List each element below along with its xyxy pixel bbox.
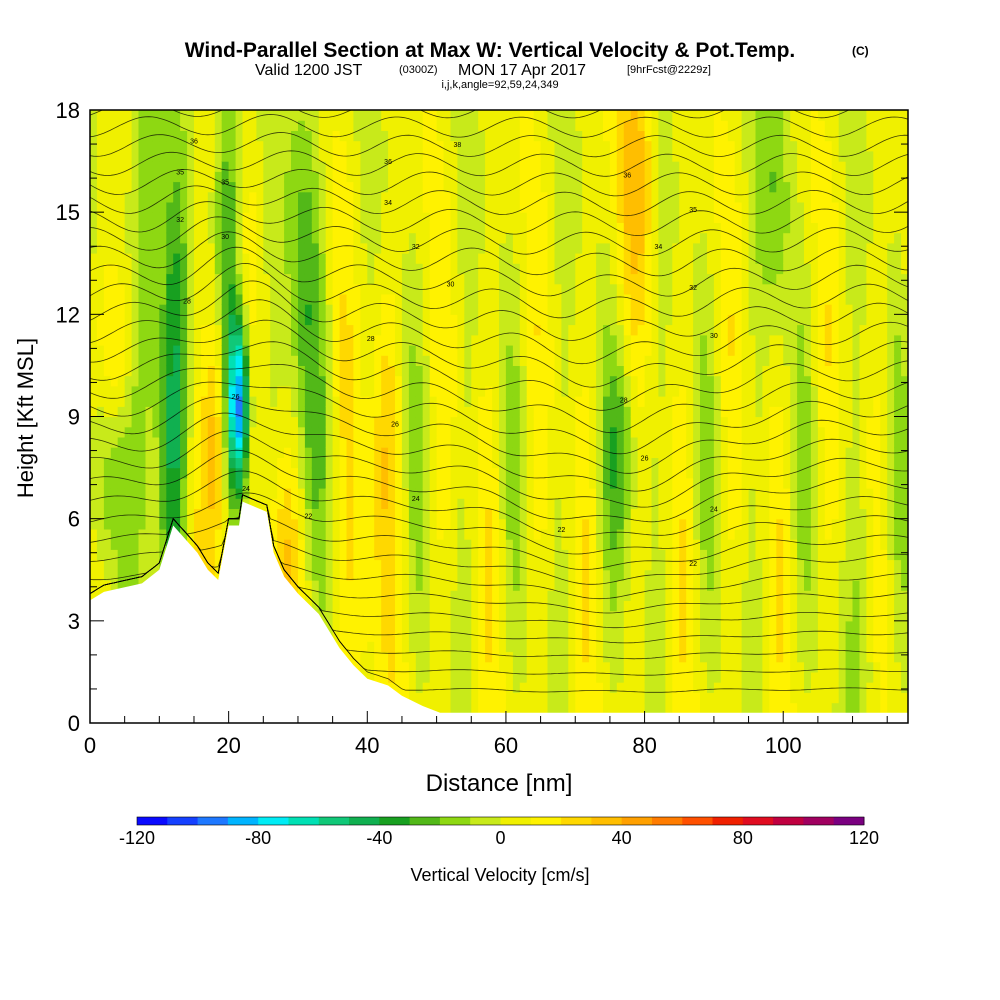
chart-title: Wind-Parallel Section at Max W: Vertical… — [185, 39, 796, 62]
subtitle-valid: Valid 1200 JST — [255, 62, 363, 79]
colorbar: -120 -80 -40 0 40 80 120 — [119, 816, 879, 848]
contour-label: 34 — [655, 244, 663, 251]
contour-label: 24 — [710, 506, 718, 513]
contour-label: 24 — [242, 486, 250, 493]
contour-label: 36 — [190, 139, 198, 146]
colorbar-tick-label: 120 — [849, 828, 879, 848]
contour-label: 26 — [641, 455, 649, 462]
colorbar-swatch — [409, 817, 441, 825]
colorbar-swatch — [197, 817, 229, 825]
contour-label: 28 — [620, 397, 628, 404]
x-tick-label: 60 — [494, 733, 518, 758]
colorbar-tick-label: -120 — [119, 828, 155, 848]
x-tick-label: 100 — [765, 733, 802, 758]
x-axis-label: Distance [nm] — [426, 770, 573, 797]
contour-label: 30 — [710, 333, 718, 340]
colorbar-tick-label: -80 — [245, 828, 271, 848]
contour-label: 30 — [221, 234, 229, 241]
y-tick-label: 3 — [68, 609, 80, 634]
contour-labels: 36 35 35 32 30 28 26 24 22 28 26 24 36 34 32 30 38 36 35 34… — [176, 139, 718, 568]
colorbar-swatch — [652, 817, 683, 825]
subtitle-indices: i,j,k,angle=92,59,24,349 — [441, 79, 558, 91]
subtitle-utc: (0300Z) — [399, 64, 438, 76]
colorbar-label: Vertical Velocity [cm/s] — [410, 865, 589, 885]
contour-label: 35 — [176, 169, 184, 176]
colorbar-swatch — [712, 817, 744, 825]
terrain-mask — [90, 501, 908, 723]
colorbar-swatch — [742, 817, 774, 825]
colorbar-swatch — [379, 817, 411, 825]
contour-label: 26 — [391, 421, 399, 428]
contour-label: 28 — [183, 299, 191, 306]
contour-label: 36 — [623, 173, 631, 180]
y-tick-label: 15 — [56, 200, 80, 225]
colorbar-swatch — [621, 817, 653, 825]
contour-label: 32 — [689, 285, 697, 292]
contour-label: 35 — [689, 207, 697, 214]
y-axis-label: Height [Kft MSL] — [13, 338, 38, 498]
colorbar-swatch — [167, 817, 199, 825]
colorbar-tick-label: -40 — [366, 828, 392, 848]
colorbar-swatch — [803, 817, 835, 825]
colorbar-swatch — [258, 817, 289, 825]
y-tick-label: 0 — [68, 711, 80, 736]
contour-label: 22 — [689, 561, 697, 568]
contour-label: 38 — [454, 142, 462, 149]
colorbar-swatch — [500, 817, 532, 825]
y-tick-label: 18 — [56, 98, 80, 123]
y-tick-label: 12 — [56, 302, 80, 327]
colorbar-swatch — [561, 817, 592, 825]
x-tick-label: 40 — [355, 733, 379, 758]
contour-label: 24 — [412, 496, 420, 503]
y-tick-label: 9 — [68, 405, 80, 430]
contour-label: 26 — [232, 394, 240, 401]
colorbar-tick-label: 40 — [612, 828, 632, 848]
chart-title-mark: (C) — [852, 44, 869, 58]
contour-label: 35 — [221, 180, 229, 187]
x-tick-label: 20 — [216, 733, 240, 758]
colorbar-swatch — [439, 817, 471, 825]
contour-label: 34 — [384, 200, 392, 207]
contour-label: 30 — [447, 282, 455, 289]
colorbar-swatch — [682, 817, 714, 825]
colorbar-swatch — [773, 817, 804, 825]
colorbar-swatch — [833, 817, 865, 825]
colorbar-tick-label: 0 — [495, 828, 505, 848]
contour-label: 22 — [304, 513, 312, 520]
colorbar-swatch — [227, 817, 259, 825]
x-tick-label: 0 — [84, 733, 96, 758]
contour-label: 32 — [412, 244, 420, 251]
contour-label: 22 — [557, 527, 565, 534]
subtitle-forecast: [9hrFcst@2229z] — [627, 64, 711, 76]
colorbar-swatch — [137, 817, 168, 825]
y-tick-label: 6 — [68, 507, 80, 532]
subtitle-date: MON 17 Apr 2017 — [458, 62, 586, 79]
x-tick-label: 80 — [632, 733, 656, 758]
colorbar-swatch — [470, 817, 501, 825]
contour-label: 28 — [367, 336, 375, 343]
colorbar-tick-label: 80 — [733, 828, 753, 848]
colorbar-swatch — [288, 817, 320, 825]
colorbar-swatch — [318, 817, 350, 825]
contour-label: 36 — [384, 159, 392, 166]
contour-label: 32 — [176, 217, 184, 224]
colorbar-swatch — [349, 817, 380, 825]
potential-temperature-contours — [90, 110, 908, 693]
colorbar-swatch — [591, 817, 623, 825]
colorbar-swatch — [530, 817, 562, 825]
